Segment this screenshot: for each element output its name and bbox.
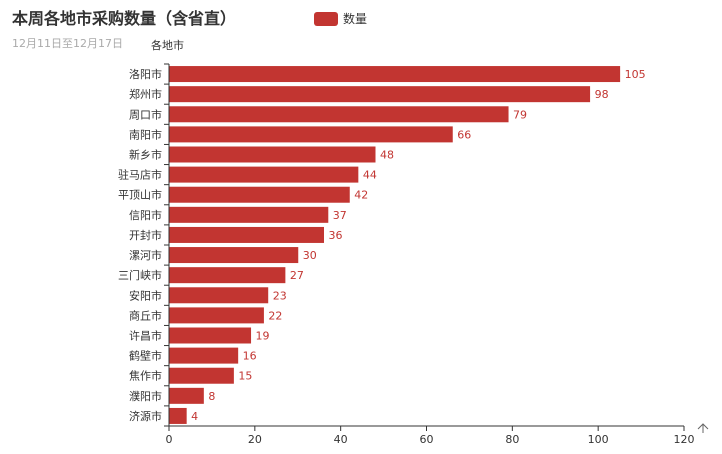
value-label: 79 [513, 108, 527, 121]
category-label: 信阳市 [129, 208, 162, 222]
bar[interactable] [169, 166, 359, 183]
bar[interactable] [169, 287, 269, 304]
value-label: 37 [333, 209, 347, 222]
bar[interactable] [169, 347, 239, 364]
value-label: 4 [191, 410, 198, 423]
category-label: 焦作市 [129, 369, 162, 383]
category-label: 商丘市 [129, 308, 162, 322]
bar[interactable] [169, 267, 286, 284]
category-label: 平顶山市 [118, 188, 162, 202]
bar[interactable] [169, 86, 591, 103]
category-label: 三门峡市 [118, 268, 162, 282]
bar[interactable] [169, 407, 187, 424]
value-label: 16 [243, 350, 257, 363]
category-label: 漯河市 [129, 248, 162, 262]
x-tick-label: 40 [334, 433, 348, 446]
legend-swatch[interactable] [314, 12, 338, 26]
arrow-up-icon[interactable] [697, 423, 709, 433]
value-label: 23 [273, 289, 287, 302]
chart-title: 本周各地市采购数量（含省直） [12, 9, 236, 28]
value-label: 98 [595, 88, 609, 101]
bar[interactable] [169, 327, 252, 344]
x-tick-label: 80 [505, 433, 519, 446]
category-label: 济源市 [129, 409, 162, 423]
bar[interactable] [169, 226, 325, 243]
category-label: 驻马店市 [118, 168, 162, 182]
bar[interactable] [169, 66, 621, 83]
x-tick-label: 100 [588, 433, 609, 446]
bar[interactable] [169, 106, 509, 123]
bar[interactable] [169, 307, 264, 324]
bar[interactable] [169, 146, 376, 163]
bar[interactable] [169, 247, 299, 264]
category-label: 周口市 [129, 107, 162, 121]
chart-subtitle: 12月11日至12月17日 [12, 37, 123, 50]
legend[interactable]: 数量 [314, 11, 367, 26]
value-label: 15 [238, 370, 252, 383]
value-label: 66 [457, 128, 471, 141]
x-tick-label: 20 [248, 433, 262, 446]
x-tick-label: 0 [166, 433, 173, 446]
category-label: 南阳市 [129, 127, 162, 141]
plot-area: 0 20 40 60 80 100 120 洛阳市 105 郑州市 98 周口市 79 南阳市 66 新乡市 4… [118, 63, 695, 446]
bar[interactable] [169, 186, 350, 203]
bar[interactable] [169, 206, 329, 223]
x-tick-label: 60 [420, 433, 434, 446]
category-label: 许昌市 [129, 329, 162, 343]
x-tick-label: 120 [674, 433, 695, 446]
category-label: 新乡市 [129, 148, 162, 162]
category-label: 洛阳市 [129, 67, 162, 81]
value-label: 44 [363, 169, 377, 182]
value-label: 19 [256, 330, 270, 343]
category-label: 安阳市 [129, 288, 162, 302]
bar[interactable] [169, 126, 453, 143]
value-label: 8 [208, 390, 215, 403]
legend-label[interactable]: 数量 [343, 11, 367, 26]
category-label: 开封市 [129, 228, 162, 242]
category-label: 濮阳市 [129, 389, 162, 403]
value-label: 105 [625, 68, 646, 81]
value-label: 42 [354, 189, 368, 202]
value-label: 36 [329, 229, 343, 242]
y-axis-name: 各地市 [151, 38, 184, 52]
value-label: 22 [268, 309, 282, 322]
value-label: 27 [290, 269, 304, 282]
value-label: 30 [303, 249, 317, 262]
bar[interactable] [169, 387, 204, 404]
category-label: 郑州市 [129, 87, 162, 101]
bar[interactable] [169, 367, 234, 384]
category-label: 鹤壁市 [129, 349, 162, 363]
value-label: 48 [380, 149, 394, 162]
